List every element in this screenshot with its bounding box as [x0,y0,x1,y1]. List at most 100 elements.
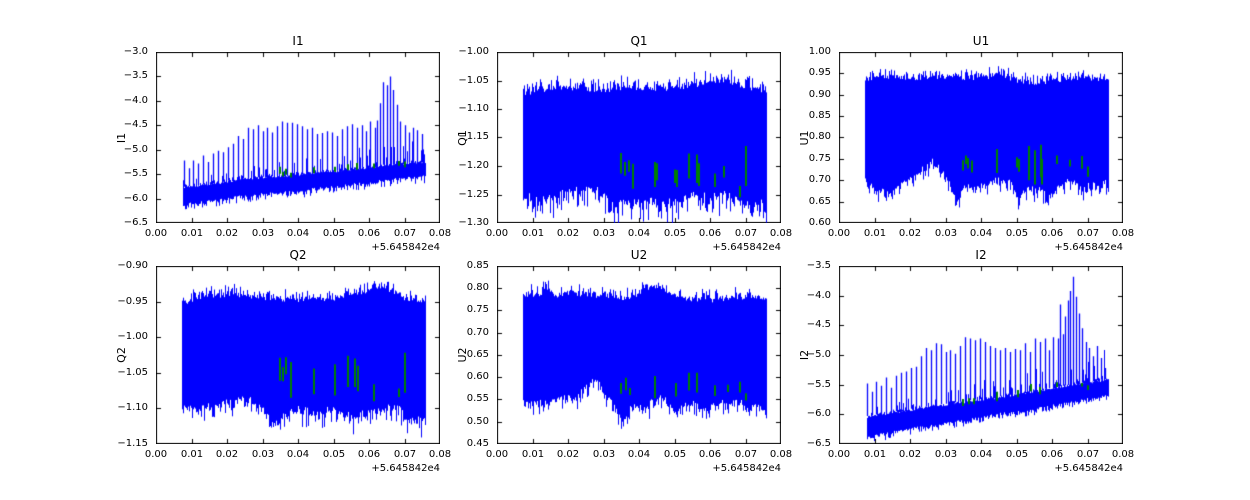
xtick-label: 0.03 [251,228,275,239]
xtick-label: 0.05 [322,228,346,239]
xtick-label: 0.01 [180,449,204,460]
ytick-label: 0.75 [466,304,489,315]
ytick-label: 0.65 [808,196,831,207]
ytick-label: 0.45 [466,438,489,449]
subplot-q1: Q1 Q1 −1.00 −1.05 −1.10 −1.15 −1.20 −1.25 −1.30 0… [456,34,792,253]
xtick-label: 0.01 [863,228,887,239]
ytick-label: −3.5 [123,70,148,81]
ytick-label: 0.70 [808,174,831,185]
ytick-label: 0.75 [808,153,831,164]
xtick-label: 0.02 [556,449,580,460]
xtick-label: 0.07 [393,228,417,239]
ytick-label: 0.85 [466,260,489,271]
subplot-i2: I2 I2 −3.5 −4.0 −4.5 −5.0 −5.5 −6.0 −6.5 0.00 0.01… [798,248,1134,474]
xtick-label: 0.05 [663,228,687,239]
xtick-label: 0.00 [144,449,168,460]
subplot-u2: U2 U2 0.85 0.80 0.75 0.70 0.65 0.60 0.55 0.50 0.45… [456,248,792,474]
xtick-label: 0.08 [428,449,452,460]
xtick-label: 0.08 [428,228,452,239]
ytick-label: −0.90 [117,260,148,271]
xtick-label: 0.03 [592,449,616,460]
xtick-label: 0.05 [1005,449,1029,460]
ytick-label: −1.00 [458,46,489,57]
ytick-label: −1.10 [117,402,148,413]
xtick-label: 0.00 [485,228,509,239]
ytick-label: −5.5 [123,168,148,179]
ytick-label: −4.5 [123,119,148,130]
xtick-label: 0.07 [734,228,758,239]
xtick-label: 0.03 [251,449,275,460]
plot-canvas-i2 [839,266,1123,444]
xtick-label: 0.06 [357,228,381,239]
xtick-label: 0.05 [663,449,687,460]
ytick-label: −1.05 [117,367,148,378]
xtick-label: 0.04 [627,449,651,460]
xtick-label: 0.06 [1040,228,1064,239]
ytick-label: 0.60 [808,217,831,228]
xtick-label: 0.02 [215,449,239,460]
subplot-q2: Q2 Q2 −0.90 −0.95 −1.00 −1.05 −1.10 −1.15 0.00 0.… [115,248,451,474]
ytick-label: −0.95 [117,296,148,307]
xtick-label: 0.02 [556,228,580,239]
xtick-label: 0.01 [521,228,545,239]
y-axis-label: Q2 [115,347,128,363]
xtick-label: 0.01 [180,228,204,239]
xtick-label: 0.04 [286,228,310,239]
xtick-label: 0.02 [898,228,922,239]
ytick-label: −6.5 [123,217,148,228]
ytick-label: −5.5 [806,379,831,390]
plot-title: Q2 [289,248,307,262]
ytick-label: 0.55 [466,393,489,404]
xtick-label: 0.02 [215,228,239,239]
xtick-label: 0.07 [734,449,758,460]
ytick-label: 0.85 [808,110,831,121]
ytick-label: −4.0 [806,290,831,301]
xtick-label: 0.00 [827,228,851,239]
plot-canvas-i1 [156,52,440,223]
ytick-label: 0.50 [466,416,489,427]
axis-offset-label: +5.645842e4 [1054,242,1123,253]
xtick-label: 0.06 [698,449,722,460]
axis-offset-label: +5.645842e4 [1054,463,1123,474]
ytick-label: −1.30 [458,217,489,228]
ytick-label: −5.0 [123,144,148,155]
xtick-label: 0.00 [485,449,509,460]
ytick-label: 0.65 [466,349,489,360]
xtick-label: 0.07 [393,449,417,460]
xtick-label: 0.03 [934,449,958,460]
xtick-label: 0.01 [863,449,887,460]
ytick-label: 0.70 [466,327,489,338]
xtick-label: 0.08 [1111,449,1135,460]
ytick-label: −1.10 [458,103,489,114]
xtick-label: 0.05 [322,449,346,460]
plot-title: U2 [630,248,648,262]
ytick-label: 1.00 [808,46,831,57]
ytick-label: −1.15 [458,131,489,142]
ytick-label: 0.60 [466,371,489,382]
ytick-label: −1.15 [117,438,148,449]
xtick-label: 0.01 [521,449,545,460]
ytick-label: 0.95 [808,67,831,78]
ytick-label: 0.80 [808,131,831,142]
ytick-label: 0.90 [808,89,831,100]
plot-canvas-u1 [839,52,1123,223]
ytick-label: −1.00 [117,331,148,342]
plot-title: Q1 [630,34,648,48]
ytick-label: −6.0 [806,408,831,419]
plot-title: I1 [292,34,304,48]
plot-canvas-q2 [156,266,440,444]
xtick-label: 0.07 [1076,449,1100,460]
xtick-label: 0.06 [1040,449,1064,460]
xtick-label: 0.06 [357,449,381,460]
xtick-label: 0.03 [934,228,958,239]
axis-offset-label: +5.645842e4 [712,242,781,253]
ytick-label: 0.80 [466,282,489,293]
xtick-label: 0.07 [1076,228,1100,239]
axis-offset-label: +5.645842e4 [712,463,781,474]
plot-canvas-q1 [497,52,781,223]
axis-offset-label: +5.645842e4 [371,242,440,253]
ytick-label: −3.5 [806,260,831,271]
ytick-label: −6.5 [806,438,831,449]
xtick-label: 0.04 [969,449,993,460]
